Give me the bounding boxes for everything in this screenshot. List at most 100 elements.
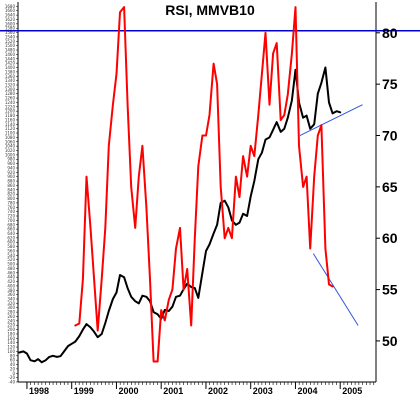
left-tick-label: 380 [7,288,15,293]
right-axis-ticks: 50 55 60 65 70 75 80 [376,25,398,349]
x-tick-label: 1998 [29,386,49,396]
left-tick-label: 880 [7,179,15,184]
plot-frame [17,2,377,383]
left-tick-label: 1420 [5,61,16,66]
left-tick-label: 1180 [5,113,16,118]
left-tick-label: 20 [10,366,16,371]
left-tick-label: 980 [7,157,15,162]
right-tick-label: 65 [382,179,398,195]
left-tick-label: 1020 [5,148,16,153]
left-tick-label: 360 [7,292,15,297]
left-tick-label: 1620 [5,17,16,22]
left-tick-label: 1240 [5,100,16,105]
left-tick-label: 40 [10,362,16,367]
left-tick-label: 180 [7,331,15,336]
left-tick-label: 1400 [5,65,16,70]
left-tick-label: 120 [7,345,15,350]
left-tick-label: 280 [7,310,15,315]
left-tick-label: 960 [7,161,15,166]
left-tick-label: 840 [7,187,15,192]
left-tick-label: 1520 [5,39,16,44]
left-axis-ticks: -40-200204060801001201401601802002202402… [5,4,18,385]
left-tick-label: 80 [10,353,16,358]
left-tick-label: 1660 [5,8,16,13]
left-tick-label: 400 [7,283,15,288]
reference-lines [0,30,420,326]
left-tick-label: 1280 [5,91,16,96]
left-tick-label: 720 [7,214,15,219]
left-tick-label: 800 [7,196,15,201]
trendline-2 [312,253,359,326]
x-tick-label: 2003 [253,386,273,396]
left-tick-label: 740 [7,209,15,214]
right-tick-label: 80 [382,25,398,41]
left-tick-label: 1000 [5,152,16,157]
right-tick-label: 50 [382,333,398,349]
left-tick-label: 160 [7,336,15,341]
left-tick-label: 1580 [5,26,16,31]
left-tick-label: 420 [7,279,15,284]
x-tick-label: 1999 [74,386,94,396]
left-tick-label: 780 [7,200,15,205]
x-axis-ticks: 1998 1999 2000 2001 2002 2003 2004 2005 [26,382,375,396]
x-tick-label: 2004 [297,386,317,396]
left-tick-label: 1500 [5,43,16,48]
left-tick-label: 900 [7,174,15,179]
left-tick-label: 1440 [5,56,16,61]
trendline-1 [299,104,363,136]
left-tick-label: 1140 [5,122,16,127]
chart-title: RSI, MMVB10 [165,2,255,18]
left-tick-label: 820 [7,192,15,197]
x-tick-label: 2005 [342,386,362,396]
left-tick-label: 700 [7,218,15,223]
left-tick-label: 620 [7,235,15,240]
left-tick-label: 1680 [5,4,16,9]
left-tick-label: 480 [7,266,15,271]
left-tick-label: 1100 [5,131,16,136]
left-tick-label: 1120 [5,126,16,131]
x-tick-label: 2002 [208,386,228,396]
right-tick-label: 60 [382,230,398,246]
left-tick-label: 260 [7,314,15,319]
left-tick-label: 100 [7,349,15,354]
left-tick-label: 520 [7,257,15,262]
left-tick-label: 500 [7,262,15,267]
left-tick-label: 580 [7,244,15,249]
left-tick-label: 1540 [5,34,16,39]
left-tick-label: 0 [12,371,15,376]
left-tick-label: 1460 [5,52,16,57]
left-tick-label: 1380 [5,69,16,74]
left-tick-label: 60 [10,358,16,363]
left-tick-label: 920 [7,170,15,175]
left-tick-label: 680 [7,222,15,227]
left-tick-label: 860 [7,183,15,188]
left-tick-label: 1220 [5,104,16,109]
left-tick-label: 1040 [5,144,16,149]
left-tick-label: 460 [7,270,15,275]
right-tick-label: 70 [382,128,398,144]
left-tick-label: 140 [7,340,15,345]
left-tick-label: -40 [8,380,15,385]
left-tick-label: 760 [7,205,15,210]
left-tick-label: -20 [8,375,15,380]
right-tick-label: 55 [382,282,398,298]
left-tick-label: 1320 [5,82,16,87]
left-tick-label: 640 [7,231,15,236]
left-tick-label: 300 [7,305,15,310]
left-tick-label: 1480 [5,48,16,53]
index-line [18,66,342,364]
x-tick-label: 2001 [163,386,183,396]
left-tick-label: 240 [7,318,15,323]
left-tick-label: 220 [7,323,15,328]
left-tick-label: 1300 [5,87,16,92]
left-tick-label: 1260 [5,96,16,101]
left-tick-label: 340 [7,297,15,302]
left-tick-label: 200 [7,327,15,332]
left-tick-label: 660 [7,227,15,232]
series-lines [18,6,342,364]
left-tick-label: 1080 [5,135,16,140]
rsi-line [74,6,334,363]
left-tick-label: 560 [7,248,15,253]
left-tick-label: 1200 [5,109,16,114]
